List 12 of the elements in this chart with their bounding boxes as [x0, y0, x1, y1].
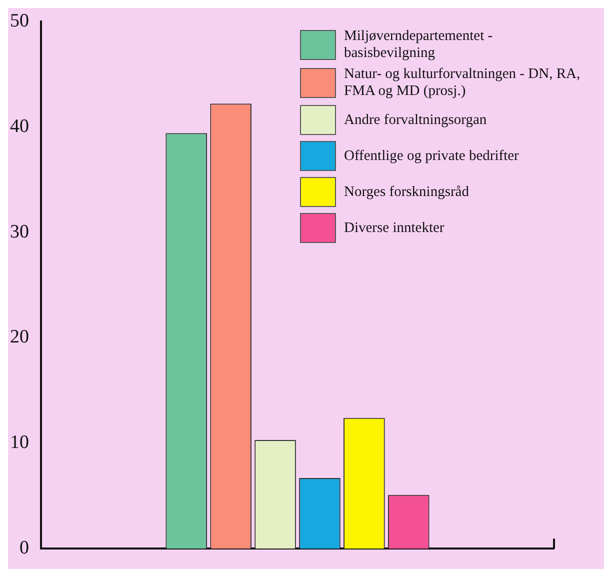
y-tick-label: 30 — [10, 221, 29, 242]
legend-label: Natur- og kulturforvaltningen - DN, RA, FMA og MD (prosj.) — [344, 66, 582, 100]
y-tick-label: 40 — [10, 116, 29, 137]
y-tick-label: 50 — [10, 10, 29, 32]
legend-label: Miljøverndepartementet - basisbevilgning — [344, 28, 494, 62]
legend-label: Andre forvaltningsorgan — [344, 112, 488, 128]
y-tick-label: 0 — [20, 538, 29, 559]
legend-label: Norges forskningsråd — [344, 184, 470, 200]
y-tick-label: 10 — [10, 432, 29, 454]
y-tick-label: 20 — [10, 326, 29, 348]
legend-label: Offentlige og private bedrifter — [344, 148, 520, 164]
legend-label: Diverse inntekter — [344, 220, 446, 236]
